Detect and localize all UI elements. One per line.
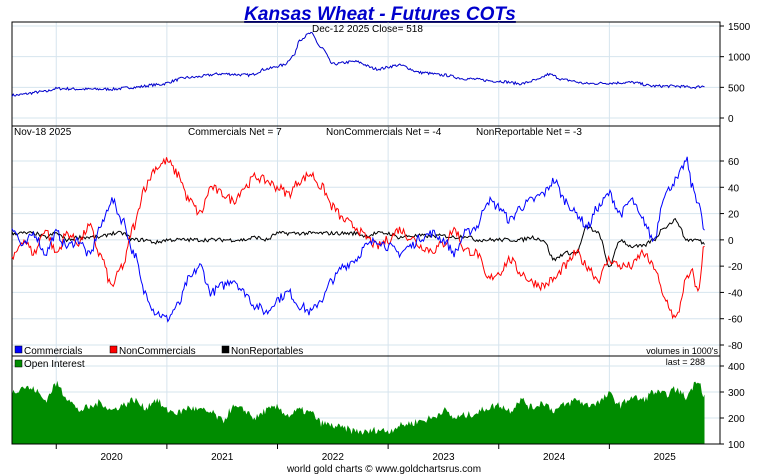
price-header: Dec-12 2025 Close= 518	[312, 24, 423, 35]
y-tick-label: 100	[728, 440, 745, 451]
y-tick-label: 1500	[728, 22, 751, 33]
x-tick-label: 2025	[654, 452, 677, 463]
footer-credit: world gold charts © www.goldchartsrus.co…	[286, 464, 481, 475]
x-tick-label: 2023	[432, 452, 455, 463]
open-interest-last: last = 288	[666, 357, 705, 367]
net-header-commercials: Commercials Net = 7	[188, 127, 282, 138]
x-tick-label: 2024	[543, 452, 566, 463]
y-tick-label: -80	[728, 341, 743, 352]
legend-nonreportables-swatch	[221, 345, 230, 354]
y-tick-label: 300	[728, 388, 745, 399]
price-line	[11, 31, 705, 97]
net-header-nonreportables: NonReportable Net = -3	[476, 127, 582, 138]
legend-open-interest-swatch	[14, 359, 23, 368]
volumes-note: volumes in 1000's	[646, 346, 718, 356]
y-tick-label: 500	[728, 83, 745, 94]
y-tick-label: -60	[728, 315, 743, 326]
y-tick-label: 0	[728, 236, 734, 247]
x-tick-label: 2021	[211, 452, 234, 463]
x-tick-label: 2022	[322, 452, 345, 463]
open-interest-area	[12, 380, 705, 444]
legend-open-interest-label: Open Interest	[24, 359, 85, 370]
y-tick-label: 60	[728, 157, 740, 168]
y-tick-label: 400	[728, 362, 745, 373]
y-tick-label: -20	[728, 262, 743, 273]
commercials-line	[11, 156, 705, 323]
y-tick-label: 40	[728, 183, 740, 194]
legend-commercials-label: Commercials	[24, 346, 82, 357]
net-positions-panel: Nov-18 2025 Commercials Net = 7 NonComme…	[11, 125, 743, 357]
net-header-noncommercials: NonCommercials Net = -4	[326, 127, 442, 138]
x-axis: 2020 2021 2022 2023 2024 2025	[55, 444, 677, 463]
y-tick-label: 200	[728, 414, 745, 425]
legend-nonreportables-label: NonReportables	[231, 346, 303, 357]
x-tick-label: 2020	[100, 452, 123, 463]
price-panel: Dec-12 2025 Close= 518 0 500 1000 1500	[11, 21, 751, 127]
chart-title: Kansas Wheat - Futures COTs	[244, 4, 516, 25]
y-tick-label: -40	[728, 288, 743, 299]
y-tick-label: 20	[728, 210, 740, 221]
noncommercials-line	[11, 157, 705, 320]
legend-noncommercials-swatch	[109, 345, 118, 354]
open-interest-panel: Open Interest last = 288 100 200 300 400	[11, 355, 745, 451]
nonreportables-line	[11, 217, 705, 268]
y-tick-label: 1000	[728, 53, 751, 64]
legend-commercials-swatch	[14, 345, 23, 354]
y-tick-label: 0	[728, 114, 734, 125]
legend-noncommercials-label: NonCommercials	[119, 346, 196, 357]
net-header-date: Nov-18 2025	[14, 127, 72, 138]
